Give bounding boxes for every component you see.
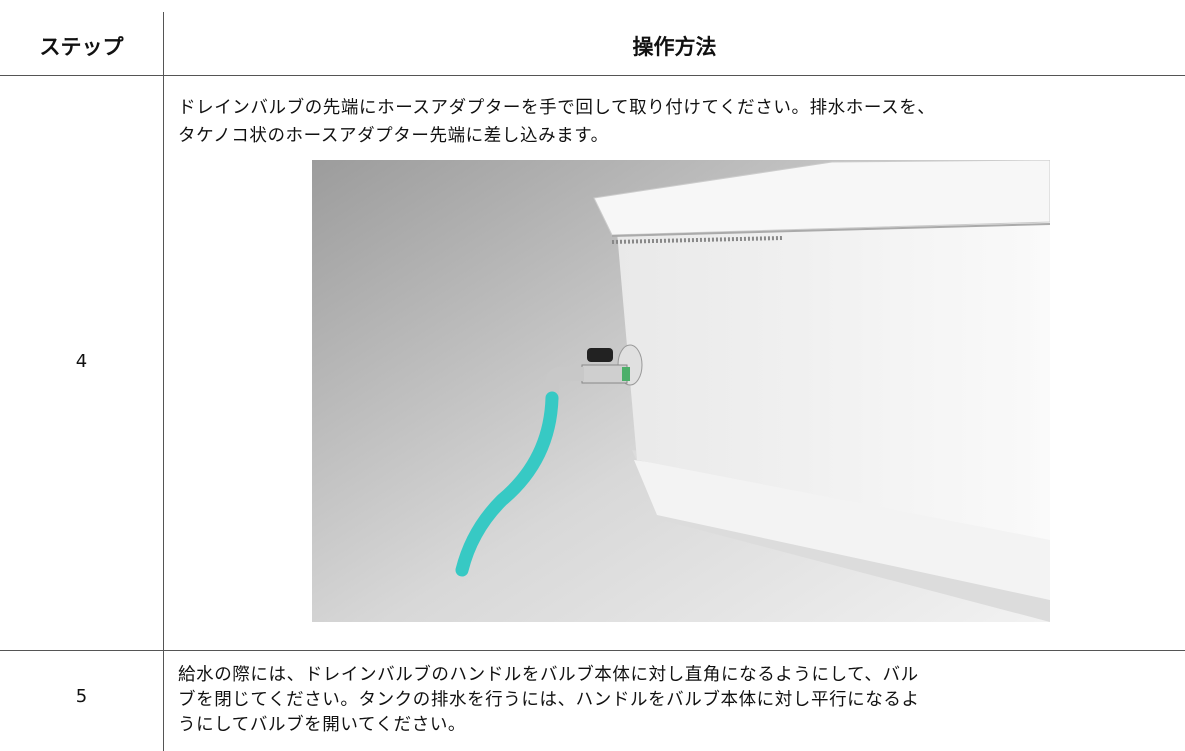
instruction-text: うにしてバルブを開いてください。 xyxy=(178,715,467,735)
header-cell: ステップ xyxy=(39,35,124,59)
header-cell: 操作方法 xyxy=(632,35,717,59)
row-divider xyxy=(0,650,1185,651)
instruction-text: ドレインバルブの先端にホースアダプターを手で回して取り付けてください。排水ホース… xyxy=(178,98,936,118)
instruction-text: タケノコ状のホースアダプター先端に差し込みます。 xyxy=(178,126,609,146)
step-number: 5 xyxy=(75,686,88,707)
row-divider xyxy=(0,75,1185,76)
column-divider xyxy=(163,12,164,751)
instruction-text: 給水の際には、ドレインバルブのハンドルをバルブ本体に対し直角になるようにして、バ… xyxy=(178,665,919,685)
instruction-text: ブを閉じてください。タンクの排水を行うには、ハンドルをバルブ本体に対し平行になる… xyxy=(178,690,920,710)
illustration xyxy=(312,160,1050,622)
step-number: 4 xyxy=(75,351,88,372)
